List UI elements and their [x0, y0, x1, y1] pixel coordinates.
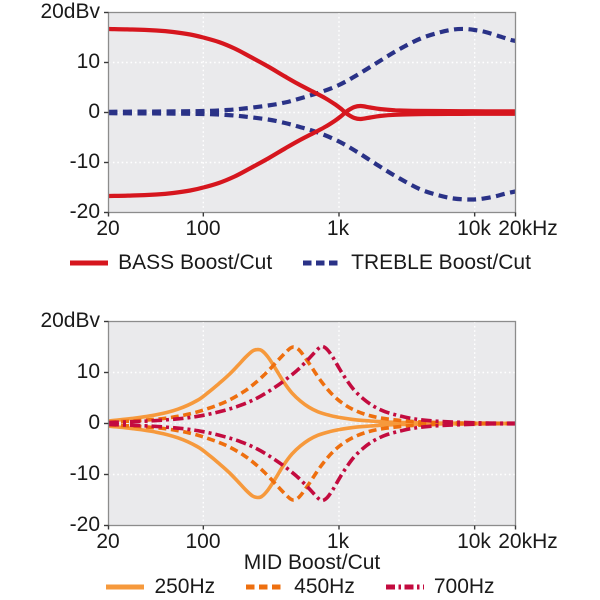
mid-plot-area — [104, 320, 517, 530]
y-tick-label: 10 — [76, 360, 100, 383]
y-tick-label: 0 — [88, 411, 100, 434]
series-bass-cut — [108, 103, 516, 199]
y-tick-label: -20 — [69, 513, 100, 536]
x-tick-label: 20kHz — [498, 530, 558, 553]
legend-item-700hz: 700Hz — [385, 574, 495, 600]
y-tick-label: 0 — [88, 100, 100, 123]
series-250hz-cut — [108, 421, 516, 500]
series-700hz-boost — [108, 344, 516, 425]
series-450hz-boost — [108, 345, 516, 426]
x-tick-label: 100 — [185, 217, 221, 240]
legend-label: 450Hz — [294, 575, 355, 598]
legend-item-450hz: 450Hz — [245, 574, 355, 600]
x-tick-label: 1k — [326, 530, 350, 553]
treble-line-swatch — [303, 260, 342, 266]
x-tick-label: 20 — [96, 217, 120, 240]
legend-label: BASS Boost/Cut — [118, 251, 273, 274]
series-treble-cut — [108, 111, 516, 202]
bass-line-swatch — [70, 260, 109, 266]
legend-label: 250Hz — [154, 575, 216, 598]
series-bass-boost — [108, 26, 516, 122]
y-tick-label: 10 — [76, 50, 100, 73]
series-450hz-cut — [108, 421, 516, 502]
y-tick-label: 20dBv — [40, 0, 100, 23]
bass-treble-plot-area — [104, 11, 517, 217]
y-tick-label: -20 — [69, 200, 100, 223]
x-tick-label: 20 — [96, 530, 120, 553]
y-tick-label: -10 — [69, 150, 100, 173]
x-tick-label: 1k — [326, 217, 350, 240]
mid-axis-title: MID Boost/Cut — [243, 551, 381, 574]
freq-450-line-swatch — [246, 584, 285, 590]
x-tick-label: 10k — [457, 530, 491, 553]
legend-label: 700Hz — [433, 575, 495, 598]
freq-250-line-swatch — [106, 584, 145, 590]
y-tick-label: -10 — [69, 462, 100, 485]
bass-treble-legend: BASS Boost/Cut TREBLE Boost/Cut — [0, 250, 600, 276]
series-250hz-boost — [108, 347, 516, 426]
x-tick-label: 10k — [457, 217, 491, 240]
mid-legend: 250Hz 450Hz 700Hz — [0, 574, 600, 600]
x-tick-label: 100 — [185, 530, 221, 553]
legend-label: TREBLE Boost/Cut — [351, 251, 531, 274]
series-treble-boost — [108, 26, 516, 114]
legend-item-treble: TREBLE Boost/Cut — [302, 250, 531, 276]
series-700hz-cut — [108, 422, 516, 503]
legend-item-bass: BASS Boost/Cut — [69, 250, 272, 276]
freq-700-line-swatch — [385, 584, 424, 590]
y-tick-label: 20dBv — [40, 309, 100, 332]
legend-item-250hz: 250Hz — [105, 574, 215, 600]
x-tick-label: 20kHz — [498, 217, 558, 240]
